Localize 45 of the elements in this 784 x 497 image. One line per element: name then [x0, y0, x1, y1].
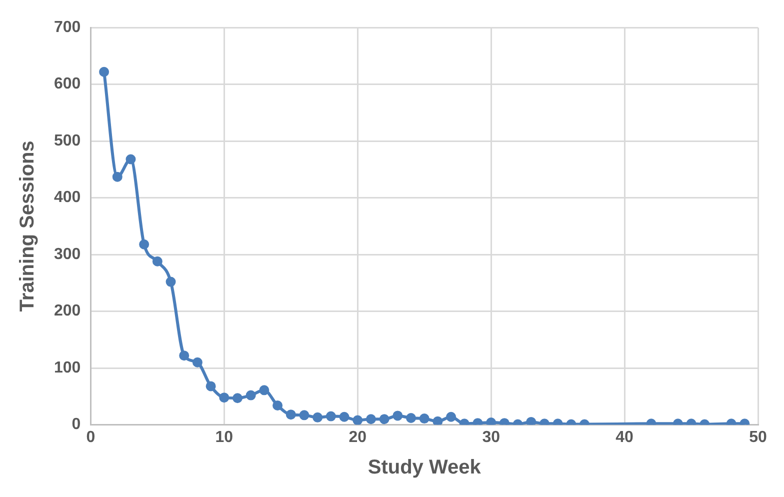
point	[192, 357, 202, 368]
point	[352, 415, 363, 425]
x-tick-label: 30	[482, 428, 500, 446]
point	[392, 410, 403, 421]
y-tick-label: 500	[54, 132, 81, 150]
y-axis-title: Training Sessions	[16, 140, 39, 312]
y-tick-label: 400	[54, 189, 81, 206]
x-tick-label: 0	[86, 428, 96, 446]
x-tick-label: 10	[215, 428, 234, 446]
point	[486, 418, 496, 425]
x-axis-title: Study Week	[368, 456, 482, 479]
point	[99, 66, 110, 77]
x-tick-label: 40	[616, 428, 634, 446]
point	[272, 400, 283, 411]
y-tick-label: 700	[54, 19, 81, 36]
y-tick-label: 100	[54, 359, 81, 376]
point	[179, 350, 190, 361]
point	[406, 412, 416, 423]
point	[312, 412, 323, 422]
y-tick-label: 200	[54, 302, 81, 320]
y-tick-label: 600	[54, 76, 81, 93]
point	[139, 239, 150, 250]
y-tick-label: 0	[72, 416, 81, 434]
point	[419, 414, 430, 424]
point	[126, 154, 136, 164]
point	[219, 392, 230, 403]
point	[232, 393, 243, 404]
point	[152, 256, 162, 266]
point	[446, 412, 456, 422]
point	[206, 381, 216, 392]
point	[526, 416, 536, 425]
point	[379, 414, 390, 424]
point	[246, 390, 256, 400]
point	[259, 385, 270, 396]
point	[326, 411, 336, 422]
x-tick-label: 50	[749, 428, 767, 446]
point	[339, 412, 350, 422]
x-tick-label: 20	[348, 428, 367, 446]
point	[299, 410, 310, 420]
y-tick-label: 300	[54, 246, 81, 263]
point	[432, 416, 443, 425]
point	[112, 172, 122, 182]
point	[366, 414, 376, 424]
point	[166, 276, 176, 287]
point	[286, 410, 296, 420]
